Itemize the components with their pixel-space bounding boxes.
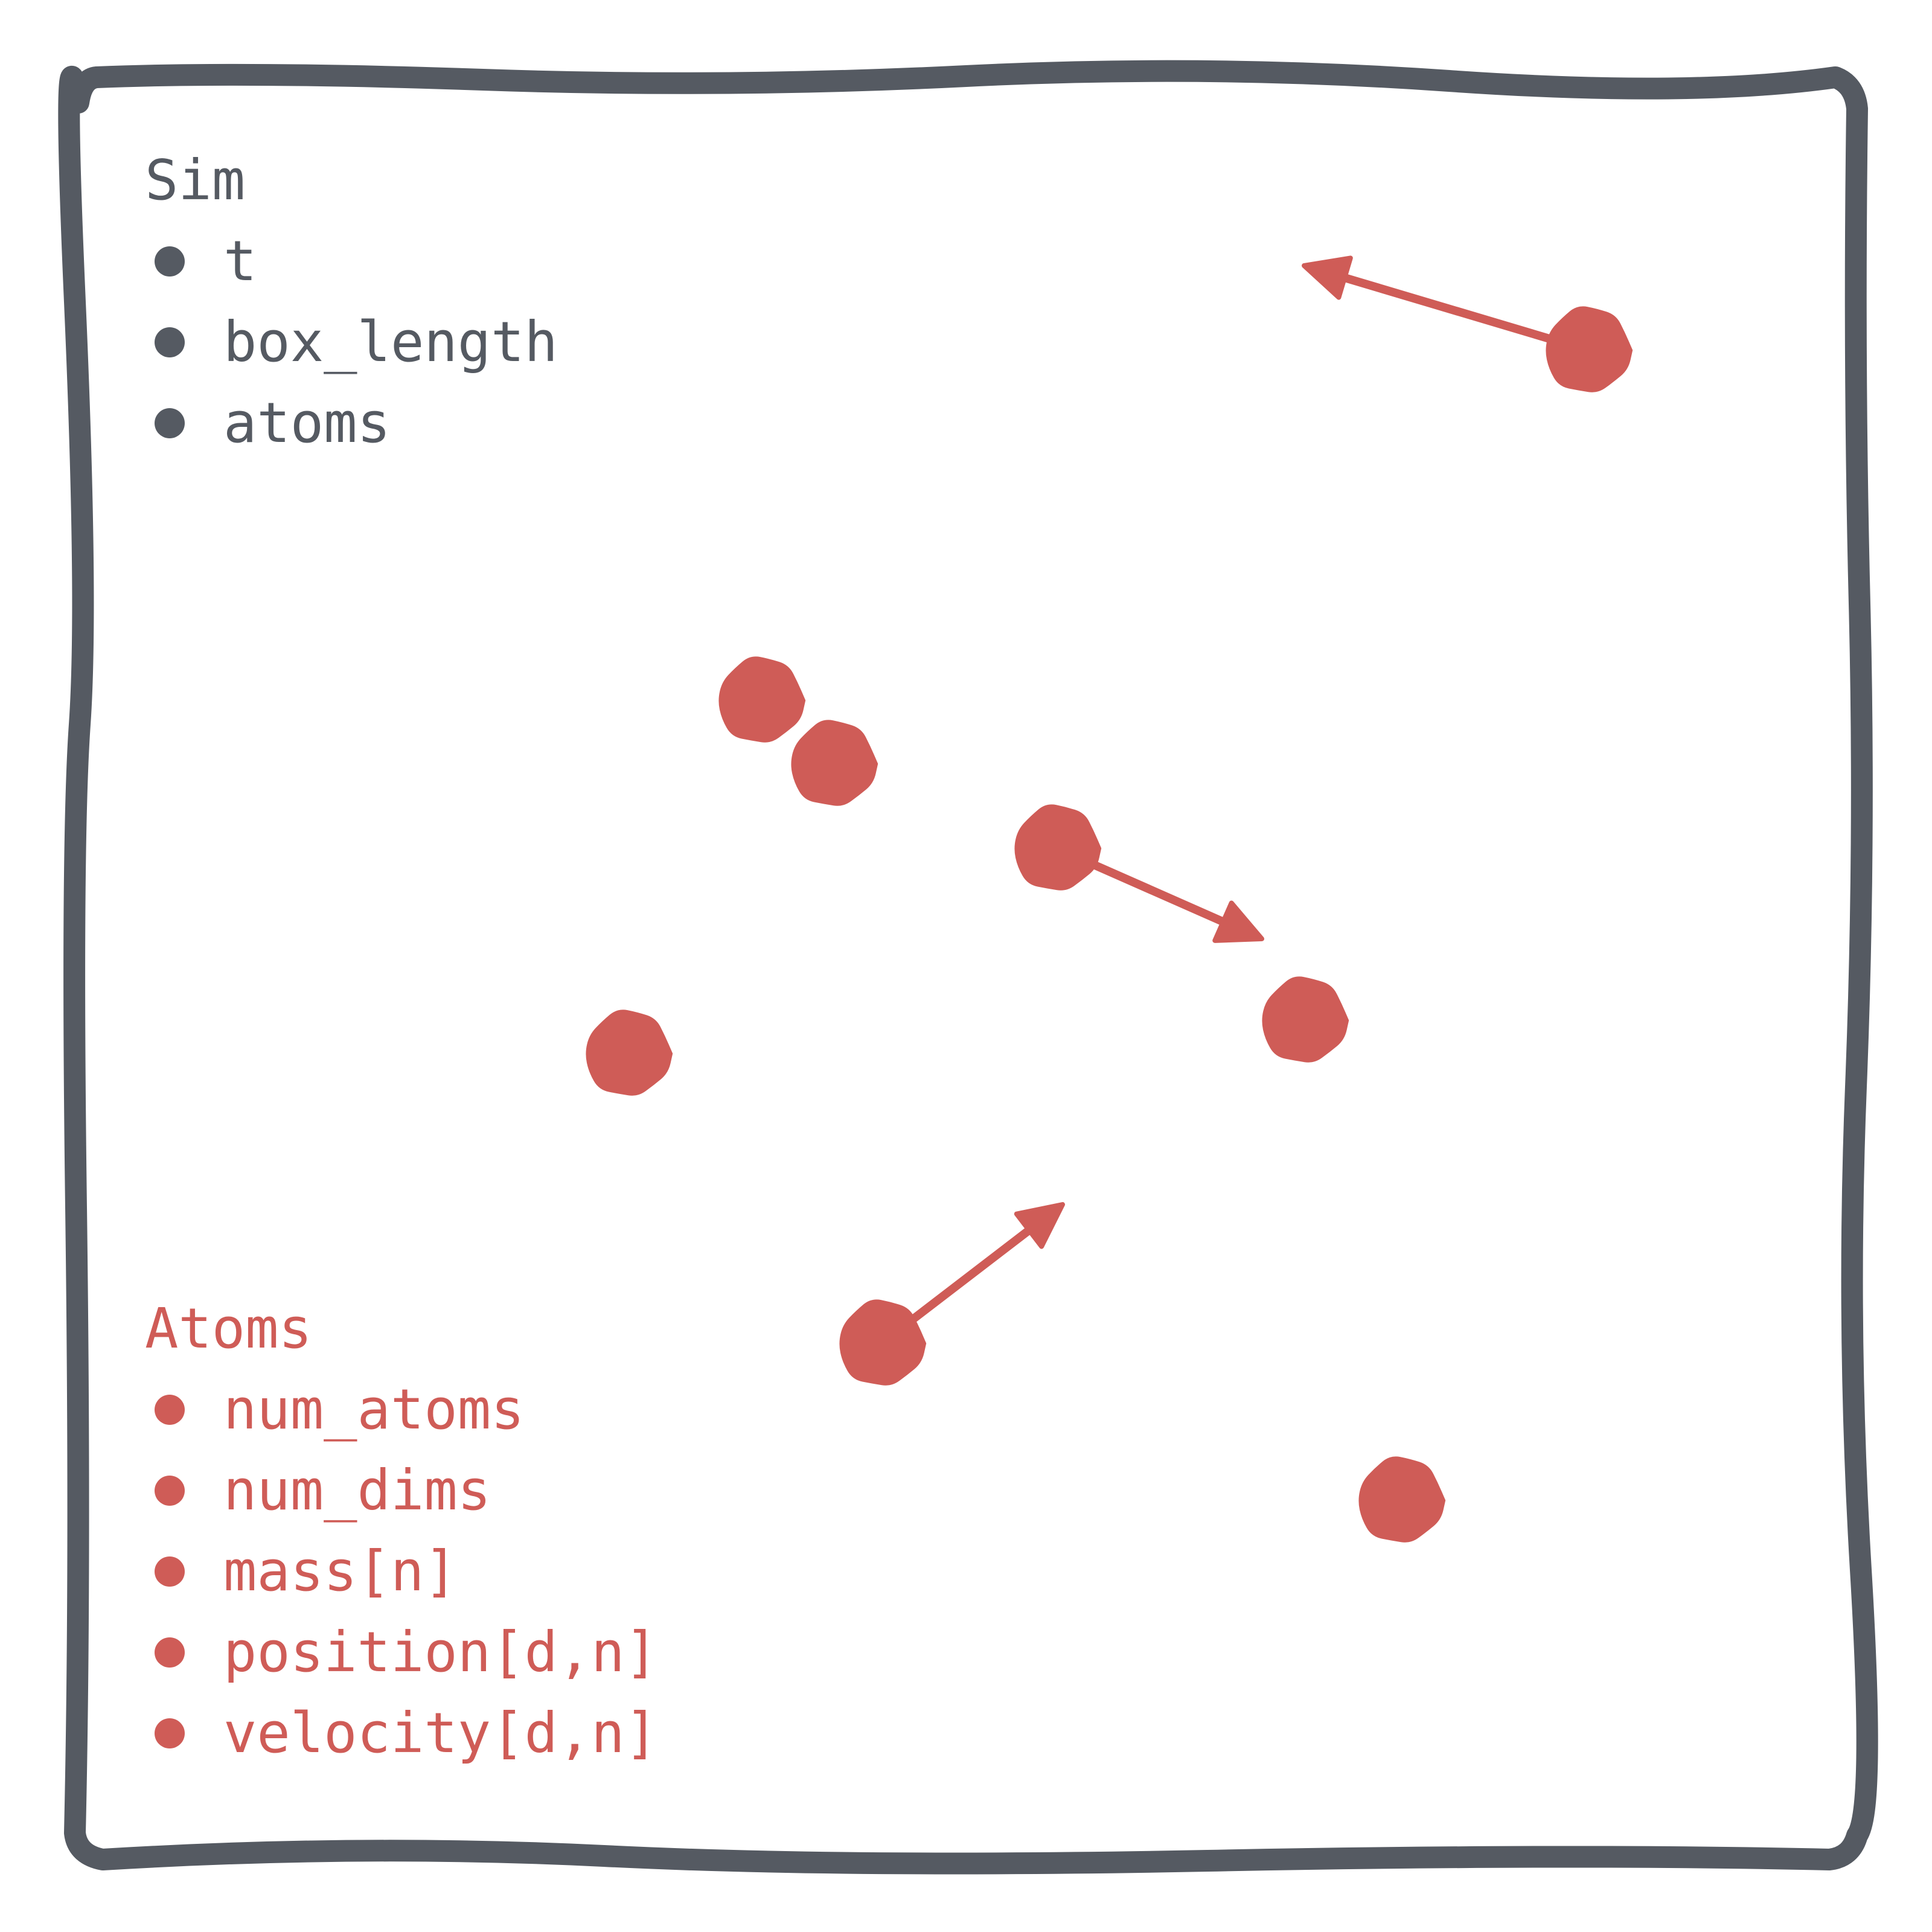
bullet-dot-icon xyxy=(155,408,185,438)
bullet-dot-icon xyxy=(155,1637,185,1668)
atoms-field-num-atoms: num_atoms xyxy=(145,1369,658,1450)
atoms-field-position: position[d,n] xyxy=(145,1612,658,1693)
velocity-arrowhead-icon xyxy=(1302,255,1353,300)
sim-field-label: atoms xyxy=(223,391,391,455)
atom-6 xyxy=(1262,976,1349,1063)
atoms-layer xyxy=(586,255,1633,1543)
sim-field-atoms: atoms xyxy=(145,383,558,464)
atoms-struct-title: Atoms xyxy=(145,1296,312,1361)
sim-field-t: t xyxy=(145,221,558,302)
atoms-field-label: position[d,n] xyxy=(223,1620,659,1684)
atom-8 xyxy=(1358,1456,1446,1543)
atoms-struct-block: Atoms num_atoms num_dims mass[n] positio… xyxy=(145,1288,658,1774)
sim-field-label: t xyxy=(223,229,257,293)
velocity-arrow-shaft xyxy=(1323,268,1592,354)
atom-particle-icon xyxy=(1014,804,1102,891)
atom-7 xyxy=(839,1202,1065,1386)
sim-field-label: box_length xyxy=(223,310,558,374)
atom-1 xyxy=(1302,255,1633,392)
atom-particle-icon xyxy=(1358,1456,1446,1543)
atom-3 xyxy=(791,720,878,806)
velocity-arrowhead-icon xyxy=(1212,900,1264,943)
bullet-dot-icon xyxy=(155,1395,185,1425)
velocity-arrowhead-icon xyxy=(1014,1202,1065,1249)
atom-particle-icon xyxy=(1546,306,1633,392)
bullet-dot-icon xyxy=(155,327,185,357)
atom-particle-icon xyxy=(718,656,806,743)
simulation-box-frame xyxy=(58,60,1878,1875)
atoms-field-velocity: velocity[d,n] xyxy=(145,1693,658,1774)
atom-particle-icon xyxy=(586,1009,673,1096)
bullet-dot-icon xyxy=(155,1718,185,1748)
atom-2 xyxy=(718,656,806,743)
atoms-field-mass: mass[n] xyxy=(145,1531,658,1612)
sim-field-box-length: box_length xyxy=(145,302,558,383)
sim-struct-block: Sim t box_length atoms xyxy=(145,140,558,464)
bullet-dot-icon xyxy=(155,246,185,277)
atom-particle-icon xyxy=(839,1299,927,1386)
atoms-field-label: num_dims xyxy=(223,1458,491,1523)
atoms-field-label: mass[n] xyxy=(223,1539,458,1604)
atom-4 xyxy=(1014,804,1264,943)
atoms-field-label: num_atoms xyxy=(223,1377,525,1442)
bullet-dot-icon xyxy=(155,1476,185,1506)
atom-particle-icon xyxy=(791,720,878,806)
bullet-dot-icon xyxy=(155,1556,185,1587)
sim-struct-title: Sim xyxy=(145,148,246,213)
atom-5 xyxy=(586,1009,673,1096)
atom-particle-icon xyxy=(1262,976,1349,1063)
atoms-field-num-dims: num_dims xyxy=(145,1450,658,1531)
atoms-field-label: velocity[d,n] xyxy=(223,1701,659,1765)
